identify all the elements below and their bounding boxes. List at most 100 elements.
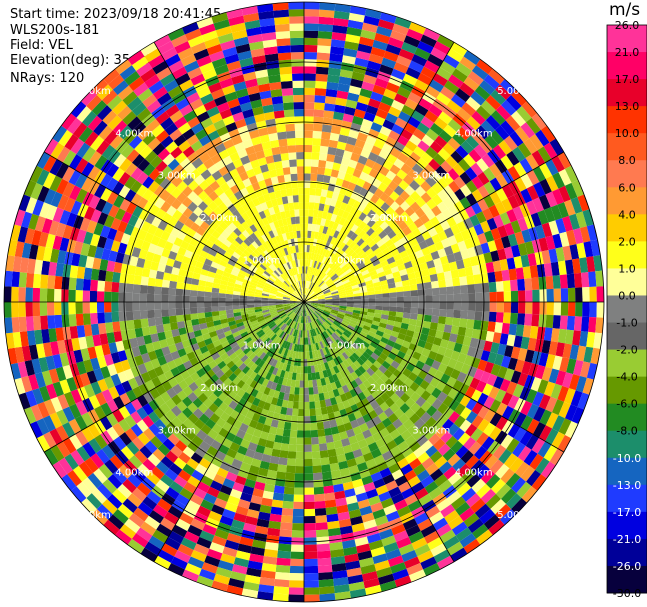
velocity-cell: [334, 266, 342, 274]
velocity-cell: [304, 551, 318, 560]
velocity-cell: [359, 505, 373, 516]
velocity-cell: [318, 443, 328, 452]
velocity-cell: [346, 306, 354, 310]
velocity-cell: [317, 294, 325, 298]
velocity-cell: [463, 76, 480, 92]
velocity-cell: [454, 188, 466, 201]
velocity-cell: [438, 316, 447, 325]
velocity-cell: [524, 313, 533, 326]
velocity-cell: [339, 431, 349, 440]
velocity-cell: [397, 440, 409, 452]
velocity-cell: [304, 194, 310, 203]
velocity-cell: [318, 586, 335, 595]
velocity-cell: [314, 286, 320, 293]
velocity-cell: [315, 80, 328, 89]
velocity-cell: [294, 387, 300, 395]
velocity-cell: [379, 192, 390, 203]
velocity-cell: [437, 248, 447, 258]
velocity-cell: [312, 216, 318, 225]
velocity-cell: [358, 212, 367, 222]
velocity-cell: [475, 464, 490, 479]
velocity-cell: [513, 161, 527, 177]
velocity-cell: [552, 172, 566, 189]
velocity-cell: [369, 327, 378, 334]
velocity-cell: [333, 184, 342, 194]
velocity-cell: [478, 263, 488, 275]
velocity-cell: [323, 362, 330, 370]
velocity-cell: [581, 316, 590, 332]
velocity-cell: [168, 294, 176, 302]
velocity-cell: [348, 322, 357, 328]
velocity-cell: [360, 445, 371, 456]
velocity-cell: [305, 288, 309, 296]
velocity-cell: [325, 299, 333, 301]
velocity-cell: [315, 253, 320, 262]
velocity-cell: [531, 437, 546, 454]
velocity-cell: [350, 403, 360, 413]
velocity-cell: [305, 288, 308, 296]
velocity-cell: [304, 280, 307, 288]
velocity-cell: [332, 24, 348, 34]
velocity-cell: [385, 423, 397, 434]
velocity-cell: [352, 168, 363, 179]
velocity-cell: [323, 110, 335, 119]
velocity-cell: [286, 130, 296, 139]
velocity-cell: [557, 260, 567, 276]
velocity-cell: [304, 487, 315, 495]
velocity-cell: [349, 278, 358, 285]
velocity-cell: [437, 148, 451, 161]
velocity-cell: [573, 228, 584, 245]
velocity-cell: [420, 152, 434, 164]
velocity-cell: [466, 116, 481, 131]
velocity-cell: [526, 418, 540, 435]
velocity-cell: [431, 182, 443, 195]
velocity-cell: [524, 278, 533, 291]
velocity-cell: [392, 271, 401, 278]
velocity-cell: [344, 284, 352, 289]
velocity-cell: [409, 458, 422, 470]
velocity-cell: [314, 95, 326, 104]
velocity-cell: [318, 436, 327, 445]
velocity-cell: [504, 345, 514, 358]
velocity-cell: [428, 486, 443, 500]
velocity-cell: [162, 272, 172, 281]
velocity-cell: [480, 371, 491, 384]
velocity-cell: [96, 302, 105, 313]
velocity-cell: [324, 241, 331, 250]
velocity-cell: [147, 309, 155, 319]
velocity-cell: [485, 115, 501, 130]
velocity-cell: [355, 193, 365, 204]
velocity-cell: [463, 217, 474, 230]
velocity-cell: [332, 304, 340, 308]
velocity-cell: [550, 261, 560, 276]
velocity-cell: [362, 351, 371, 360]
velocity-cell: [383, 407, 394, 418]
velocity-cell: [488, 311, 497, 323]
velocity-cell: [327, 352, 334, 361]
velocity-cell: [495, 402, 508, 417]
velocity-cell: [448, 261, 458, 271]
velocity-cell: [447, 387, 459, 400]
velocity-cell: [346, 296, 354, 300]
velocity-cell: [465, 193, 478, 206]
velocity-cell: [315, 288, 322, 294]
velocity-cell: [367, 251, 376, 260]
velocity-cell: [508, 323, 518, 336]
velocity-cell: [437, 443, 451, 456]
velocity-cell: [414, 249, 425, 259]
velocity-cell: [480, 220, 491, 233]
velocity-cell: [344, 329, 352, 336]
velocity-cell: [345, 99, 358, 109]
velocity-cell: [11, 302, 19, 318]
velocity-cell: [375, 267, 385, 274]
velocity-cell: [402, 368, 412, 378]
velocity-cell: [39, 302, 48, 316]
velocity-cell: [526, 469, 541, 487]
velocity-cell: [304, 137, 313, 146]
velocity-cell: [320, 457, 330, 466]
velocity-cell: [593, 332, 603, 349]
velocity-cell: [455, 501, 471, 516]
velocity-cell: [317, 297, 326, 300]
velocity-cell: [522, 325, 532, 338]
velocity-cell: [511, 110, 527, 127]
